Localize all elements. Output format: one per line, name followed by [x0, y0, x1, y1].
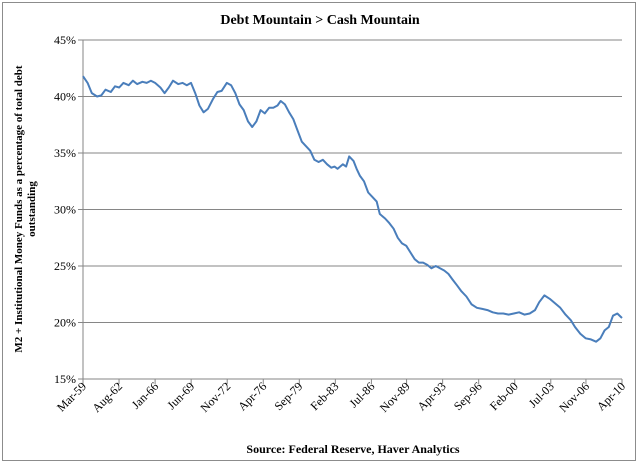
y-tick-label: 25%	[54, 259, 76, 273]
source-note: Source: Federal Reserve, Haver Analytics	[246, 442, 460, 456]
y-tick-label: 35%	[54, 146, 76, 160]
y-axis-ticks: 15% 20% 25% 30% 35% 40% 45%	[54, 33, 83, 386]
x-tick-label: Apr-76	[235, 379, 269, 413]
x-tick-label: Feb-00	[487, 379, 521, 413]
x-tick-label: Jun-69	[164, 379, 197, 412]
x-axis-ticks: Mar-59 Aug-62 Jan-66 Jun-69 Nov-72 Apr-76 Sep-…	[54, 379, 628, 415]
x-tick-label: Jan-66	[129, 379, 162, 412]
x-tick-label: Apr-10	[594, 379, 628, 413]
x-tick-label: Sep-79	[271, 379, 305, 413]
chart-frame	[2, 2, 636, 461]
y-axis-title-line-2: outstanding	[26, 181, 38, 237]
y-tick-label: 20%	[54, 316, 76, 330]
y-tick-label: 45%	[54, 33, 76, 47]
y-axis-title: M2 + Institutional Money Funds as a perc…	[13, 65, 38, 353]
y-tick-label: 40%	[54, 90, 76, 104]
x-tick-label: Nov-72	[197, 379, 233, 415]
x-tick-label: Aug-62	[89, 379, 125, 415]
y-axis-title-line-1: M2 + Institutional Money Funds as a perc…	[13, 65, 25, 353]
x-tick-label: Apr-93	[415, 379, 449, 413]
y-tick-label: 15%	[54, 372, 76, 386]
x-tick-label: Jul-03	[526, 379, 557, 410]
chart-title: Debt Mountain > Cash Mountain	[220, 13, 420, 28]
gridlines	[83, 39, 622, 323]
x-tick-label: Nov-89	[377, 379, 413, 415]
x-tick-label: Nov-06	[556, 379, 592, 415]
y-tick-label: 30%	[54, 203, 76, 217]
x-tick-label: Feb-83	[308, 379, 342, 413]
x-tick-label: Jul-86	[346, 379, 377, 410]
series-line	[82, 75, 623, 343]
x-tick-label: Sep-96	[451, 379, 485, 413]
